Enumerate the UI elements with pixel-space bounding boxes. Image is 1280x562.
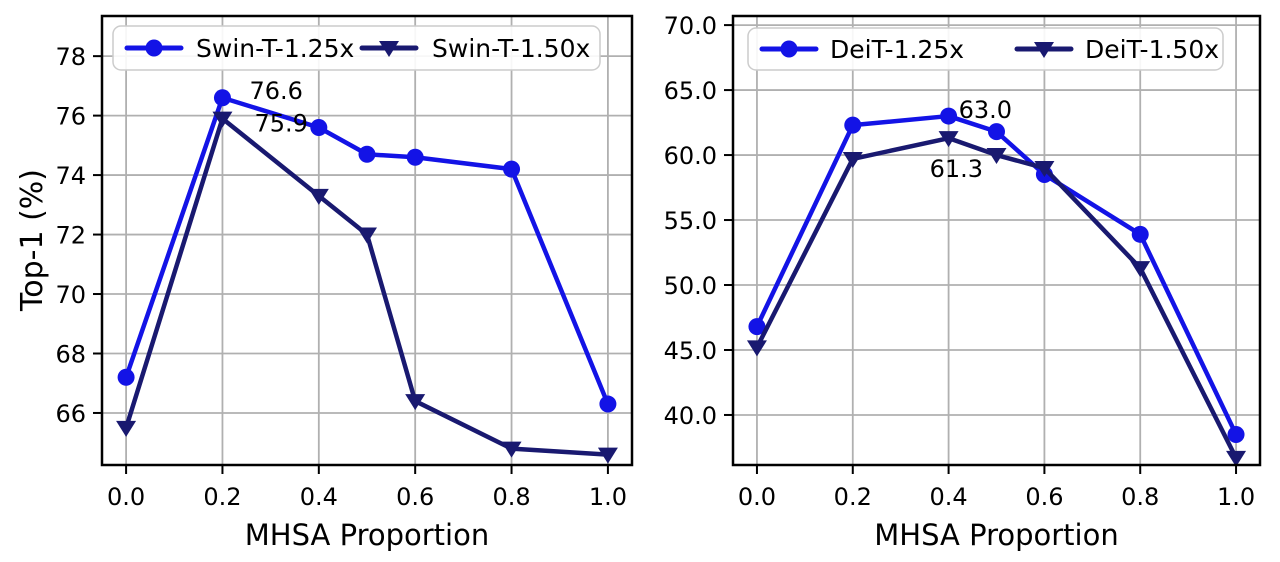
legend-box	[747, 27, 1224, 71]
data-point-marker	[213, 89, 231, 107]
data-point-marker	[746, 340, 767, 357]
y-axis-label: Top-1 (%)	[15, 169, 50, 312]
legend-label: DeiT-1.25x	[830, 35, 964, 64]
x-tick-label: 0.0	[107, 483, 145, 511]
data-point-marker	[357, 227, 377, 244]
annotation-61.3: 61.3	[930, 155, 983, 183]
x-tick-label: 0.2	[834, 483, 872, 511]
legend-triangle-marker-icon	[1034, 42, 1054, 58]
data-point-marker	[844, 116, 862, 134]
data-point-marker	[1226, 450, 1247, 465]
series-group	[746, 107, 1247, 465]
legend-circle-marker-icon	[145, 39, 163, 57]
legend-label: DeiT-1.50x	[1085, 35, 1219, 64]
axes-spines	[731, 14, 1262, 467]
axes-spines	[100, 14, 634, 467]
data-point-marker	[1130, 261, 1151, 278]
y-tick-label: 40.0	[664, 402, 717, 430]
y-tick-label: 65.0	[664, 77, 717, 105]
x-tick-label: 0.4	[930, 483, 968, 511]
x-tick-label: 0.4	[300, 483, 338, 511]
x-axis-label: MHSA Proportion	[874, 518, 1118, 552]
x-tick-label: 0.8	[492, 483, 530, 511]
legend-label: Swin-T-1.50x	[432, 34, 590, 63]
data-point-marker	[212, 111, 233, 128]
annotation-76.6: 76.6	[249, 77, 302, 105]
data-point-marker	[938, 131, 959, 148]
y-tick-label: 60.0	[664, 142, 717, 170]
data-point-marker	[748, 318, 766, 336]
data-point-marker	[988, 123, 1005, 141]
legend-circle-marker-icon	[780, 40, 798, 58]
data-point-marker	[501, 441, 522, 458]
x-tick-label: 1.0	[589, 483, 627, 511]
legend: Swin-T-1.25x Swin-T-1.50x	[112, 25, 601, 71]
y-tick-label: 55.0	[664, 207, 717, 235]
data-point-marker	[1131, 225, 1149, 243]
legend-triangle-marker-icon	[379, 41, 399, 57]
x-tick-label: 0.2	[203, 483, 241, 511]
legend-entry-deit-1.25x: DeiT-1.25x	[759, 35, 964, 64]
x-tick-label: 1.0	[1217, 483, 1255, 511]
x-tick-label: 0.6	[1025, 483, 1063, 511]
legend-entry-deit-1.50x: DeiT-1.50x	[1014, 35, 1219, 64]
x-tick-label: 0.6	[396, 483, 434, 511]
y-tick-label: 72	[55, 222, 86, 250]
data-point-marker	[117, 368, 135, 386]
data-point-marker	[116, 420, 137, 437]
y-tick-label: 76	[55, 103, 86, 131]
data-point-marker	[308, 188, 329, 205]
data-point-marker	[405, 394, 426, 411]
data-point-marker	[986, 148, 1007, 165]
data-point-marker	[310, 119, 328, 137]
deit-chart-panel: 0.0 0.2 0.4 0.6 0.8 1.0 40.0 45.0 50.0 55.0 60.0 65…	[664, 12, 1262, 552]
data-point-marker	[597, 447, 618, 464]
data-point-marker	[842, 151, 863, 168]
data-point-marker	[406, 148, 424, 166]
data-point-marker	[1034, 161, 1055, 178]
data-point-marker	[503, 160, 521, 178]
y-tick-label: 66	[55, 400, 86, 428]
x-tick-label: 0.8	[1121, 483, 1159, 511]
y-tick-label: 50.0	[664, 272, 717, 300]
legend-entry-swin-t-1.50x: Swin-T-1.50x	[359, 34, 590, 63]
annotation-75.9: 75.9	[254, 110, 307, 138]
y-tick-label: 45.0	[664, 337, 717, 365]
data-point-marker	[940, 107, 958, 125]
x-tick-label: 0.0	[738, 483, 776, 511]
data-point-marker	[358, 145, 376, 163]
series-group	[116, 89, 618, 464]
y-tick-label: 70.0	[664, 12, 717, 40]
data-point-marker	[1227, 425, 1245, 443]
y-tick-label: 70	[55, 281, 86, 309]
legend: DeiT-1.25x DeiT-1.50x	[747, 27, 1224, 71]
y-tick-label: 78	[55, 43, 86, 71]
legend-entry-swin-t-1.25x: Swin-T-1.25x	[124, 34, 354, 63]
legend-label: Swin-T-1.25x	[196, 34, 354, 63]
annotation-63.0: 63.0	[959, 96, 1012, 124]
x-axis-label: MHSA Proportion	[245, 518, 489, 552]
y-tick-label: 68	[55, 340, 86, 368]
y-tick-label: 74	[55, 162, 86, 190]
legend-box	[112, 25, 601, 71]
data-point-marker	[599, 395, 617, 413]
swin-chart-panel: 0.0 0.2 0.4 0.6 0.8 1.0 66 68 70 72 74 76 78 MHSA Pro…	[15, 14, 634, 552]
